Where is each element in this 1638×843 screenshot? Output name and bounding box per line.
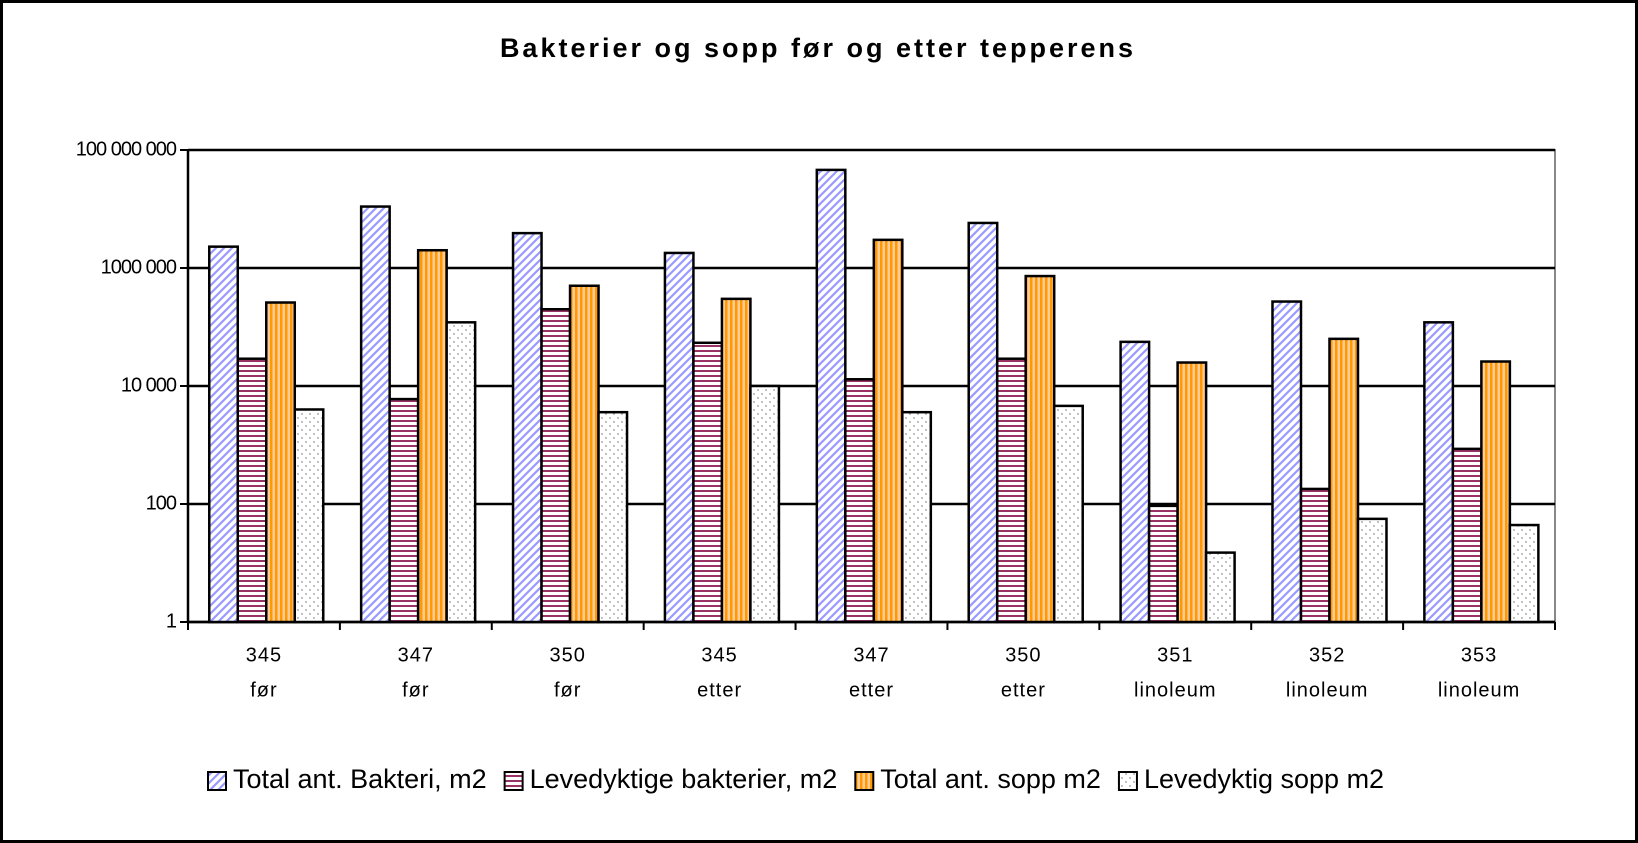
bar [1423,321,1455,624]
bar [568,284,600,624]
x-tick-label: linoleum [1286,679,1368,701]
bar [1176,361,1208,624]
y-tick-label: 1000 000 [101,256,177,278]
bar [511,231,543,624]
bar [720,297,752,624]
bar [1147,504,1179,624]
bar [416,248,448,624]
legend-label: Levedyktig sopp m2 [1144,764,1384,794]
bar [1356,517,1388,624]
bar [265,301,297,624]
y-tick-label: 10 000 [121,374,177,396]
y-tick-label: 1 [166,610,177,632]
bar [1204,551,1236,624]
x-tick-label: 352 [1309,644,1345,666]
legend-label: Total ant. Bakteri, m2 [233,764,487,794]
bar [540,307,572,624]
bar [692,341,724,624]
x-tick-label: 347 [853,644,889,666]
bar [1508,523,1540,624]
y-tick-label: 100 000 000 [76,138,177,160]
legend-swatch [1117,771,1138,791]
legend-swatch [503,771,524,791]
bar [388,397,420,624]
bar [967,221,999,624]
legend-swatch [207,771,227,791]
x-tick-label: 350 [1005,644,1041,666]
chart-title: Bakterier og sopp før og etter tepperens [500,33,1136,63]
bar [901,410,933,624]
bar [1299,487,1331,624]
y-tick-label: 100 [146,492,177,514]
x-tick-label: 350 [550,644,586,666]
x-tick-label: 345 [701,644,737,666]
x-tick-label: før [402,679,429,701]
x-tick-label: før [554,679,581,701]
bar [995,357,1027,624]
bar [208,245,240,624]
x-tick-label: linoleum [1438,679,1520,701]
legend-label: Levedyktige bakterier, m2 [530,764,838,794]
bar [844,378,876,624]
bar [236,357,268,624]
legend-label: Total ant. sopp m2 [880,764,1101,794]
legend-swatch [854,771,875,791]
bar [1271,300,1303,624]
bar [663,251,695,624]
bar [1480,360,1512,624]
bar [1119,340,1151,624]
x-tick-label: etter [1001,679,1046,701]
bar [1451,447,1483,624]
bar [815,168,847,624]
x-tick-label: 345 [246,644,282,666]
bar [1052,404,1084,624]
x-tick-label: linoleum [1134,679,1216,701]
bar [597,410,629,624]
bar [872,238,904,624]
bar [1328,337,1360,624]
bar [445,321,477,624]
x-tick-label: 351 [1157,644,1193,666]
bar [749,384,781,624]
x-tick-label: før [250,679,277,701]
x-tick-label: etter [849,679,894,701]
bar [359,205,391,624]
bar [1024,274,1056,624]
x-tick-label: 353 [1461,644,1497,666]
x-tick-label: etter [697,679,742,701]
bar [293,408,325,624]
x-tick-label: 347 [398,644,434,666]
